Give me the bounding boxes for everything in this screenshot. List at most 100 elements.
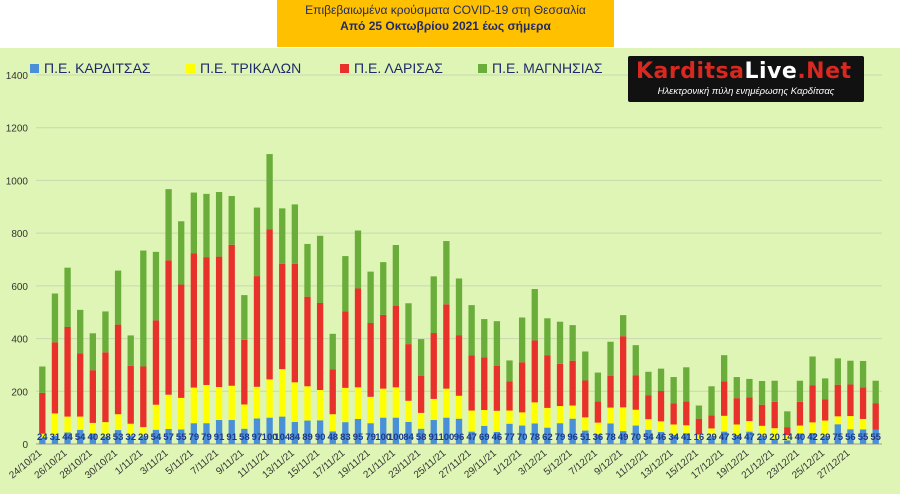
data-label: 54 xyxy=(151,432,162,443)
data-label: 49 xyxy=(618,432,629,443)
bar-karditsa xyxy=(544,427,551,444)
bar-larisa xyxy=(266,229,273,380)
data-label: 14 xyxy=(782,432,793,443)
bar-magnisia xyxy=(304,243,311,297)
bar-magnisia xyxy=(632,345,639,376)
data-label: 29 xyxy=(138,432,149,443)
bar-trikala xyxy=(215,387,223,421)
data-label: 77 xyxy=(504,432,515,443)
data-label: 54 xyxy=(643,432,654,443)
logo-brand-a: Karditsa xyxy=(636,59,745,84)
data-label: 42 xyxy=(807,432,818,443)
data-label: 44 xyxy=(62,432,73,443)
bar-magnisia xyxy=(64,267,71,327)
data-label: 20 xyxy=(769,432,780,443)
bar-larisa xyxy=(733,398,740,425)
y-tick-label: 1200 xyxy=(6,124,29,135)
bar-karditsa xyxy=(481,425,488,444)
bar-larisa xyxy=(822,399,829,421)
bar-magnisia xyxy=(518,317,526,363)
data-label: 78 xyxy=(529,432,540,443)
karditsalive-logo: KarditsaLive.Net Ηλεκτρονική πύλη ενημέρ… xyxy=(628,56,864,102)
bar-trikala xyxy=(178,397,185,430)
bar-magnisia xyxy=(708,386,715,416)
bar-trikala xyxy=(140,427,147,437)
bar-larisa xyxy=(89,370,96,423)
legend-swatch-karditsa xyxy=(30,63,39,73)
bar-magnisia xyxy=(443,241,450,305)
data-label: 47 xyxy=(719,432,730,443)
bar-larisa xyxy=(758,404,766,426)
y-tick-label: 800 xyxy=(11,229,28,240)
bar-trikala xyxy=(796,425,804,434)
data-label: 55 xyxy=(870,432,881,443)
bar-magnisia xyxy=(822,378,829,400)
bar-karditsa xyxy=(758,436,766,444)
bar-trikala xyxy=(645,419,652,430)
bar-trikala xyxy=(809,422,816,433)
data-label: 91 xyxy=(226,432,237,443)
bar-larisa xyxy=(607,375,614,408)
bar-larisa xyxy=(746,397,753,422)
bar-trikala xyxy=(721,415,728,432)
bar-karditsa xyxy=(771,438,778,444)
legend-item-magnisia: Π.Ε. ΜΑΓΝΗΣΙΑΣ xyxy=(478,60,603,76)
bar-karditsa xyxy=(102,436,109,444)
bar-larisa xyxy=(430,333,437,399)
bar-larisa xyxy=(796,401,804,426)
data-label: 104 xyxy=(274,432,291,443)
bar-magnisia xyxy=(758,381,766,405)
y-tick-label: 1000 xyxy=(6,176,29,187)
bar-magnisia xyxy=(102,311,109,353)
legend-label-magnisia: Π.Ε. ΜΑΓΝΗΣΙΑΣ xyxy=(492,60,603,76)
bar-karditsa xyxy=(417,428,425,444)
bar-larisa xyxy=(872,403,879,430)
bar-magnisia xyxy=(506,360,513,382)
bar-karditsa xyxy=(114,430,122,444)
bar-karditsa xyxy=(39,437,46,444)
y-tick-label: 600 xyxy=(11,282,28,293)
bar-larisa xyxy=(215,256,223,388)
bar-trikala xyxy=(253,386,261,419)
bar-karditsa xyxy=(556,423,564,444)
bar-magnisia xyxy=(417,339,425,376)
bar-larisa xyxy=(556,363,564,407)
data-label: 54 xyxy=(75,432,86,443)
bar-larisa xyxy=(670,403,677,425)
data-label: 51 xyxy=(580,432,591,443)
bar-larisa xyxy=(152,320,160,405)
data-label: 46 xyxy=(656,432,667,443)
bar-trikala xyxy=(329,414,336,432)
bar-larisa xyxy=(645,395,652,420)
data-label: 29 xyxy=(706,432,717,443)
bar-karditsa xyxy=(872,429,879,444)
bar-karditsa xyxy=(569,418,576,444)
legend-item-karditsa: Π.Ε. ΚΑΡΔΙΤΣΑΣ xyxy=(30,60,151,76)
bar-magnisia xyxy=(809,356,816,386)
data-label: 24 xyxy=(37,432,48,443)
y-tick-label: 400 xyxy=(11,335,28,346)
bar-karditsa xyxy=(392,417,400,444)
bar-larisa xyxy=(316,302,324,390)
bar-larisa xyxy=(39,392,46,434)
data-label: 48 xyxy=(327,432,338,443)
bar-karditsa xyxy=(834,424,841,444)
bar-karditsa xyxy=(695,439,703,444)
data-label: 95 xyxy=(353,432,364,443)
bar-trikala xyxy=(582,417,589,431)
bar-karditsa xyxy=(518,425,526,444)
bar-karditsa xyxy=(304,420,311,444)
bar-larisa xyxy=(455,335,463,396)
bar-trikala xyxy=(632,409,639,426)
bar-magnisia xyxy=(266,154,273,230)
bar-trikala xyxy=(544,407,551,428)
bar-trikala xyxy=(594,422,602,435)
bar-magnisia xyxy=(342,256,349,312)
bar-trikala xyxy=(291,382,299,422)
bar-trikala xyxy=(430,398,437,421)
bar-magnisia xyxy=(683,367,690,402)
bar-larisa xyxy=(594,401,602,423)
bar-karditsa xyxy=(657,431,665,444)
bar-larisa xyxy=(165,260,172,395)
